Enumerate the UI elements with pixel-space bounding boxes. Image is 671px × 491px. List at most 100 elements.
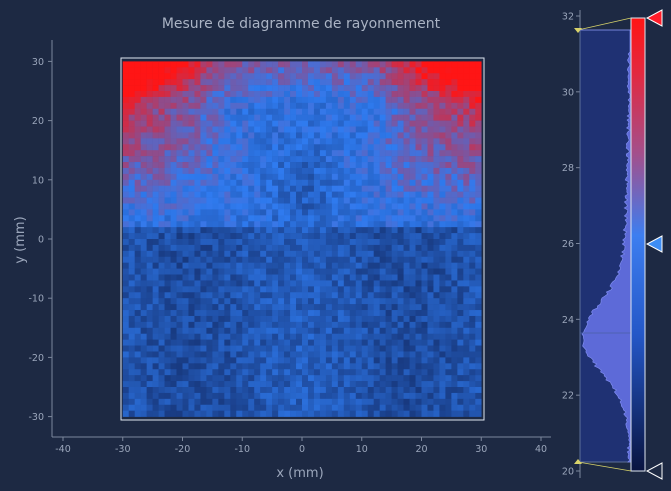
heatmap-cell [122,150,130,157]
blue-triangle-icon[interactable] [645,235,663,253]
heatmap-cell [266,298,273,305]
heatmap-cell [170,233,177,240]
heatmap-cell [433,156,440,163]
heatmap-cell [140,404,147,411]
heatmap-cell [242,404,249,411]
heatmap-cell [296,144,303,151]
heatmap-cell [307,392,315,400]
heatmap-cell [272,410,279,417]
heatmap-cell [242,333,249,340]
heatmap-cell [206,387,213,394]
heatmap-cell [218,310,225,317]
heatmap-cell [361,162,369,169]
heatmap-cell [212,167,219,175]
heatmap-cell [367,85,374,92]
heatmap-cell [457,298,464,305]
heatmap-cell [188,286,195,293]
red-triangle-icon[interactable] [645,9,663,27]
heatmap-cell [176,209,183,216]
heatmap-cell [230,67,237,74]
heatmap-cell [140,381,147,388]
heatmap-cell [343,138,351,145]
heatmap-cell [224,114,231,121]
heatmap-cell [451,333,458,340]
heatmap-cell [146,327,153,335]
heatmap-cell [224,250,231,258]
heatmap-cell [266,96,273,104]
heatmap-cell [403,250,410,258]
white-triangle-icon[interactable] [645,462,663,480]
heatmap-cell [325,114,333,121]
heatmap-cell [158,280,165,287]
heatmap-cell [319,150,327,157]
heatmap-cell [170,173,177,181]
heatmap-cell [158,398,165,406]
heatmap-cell [373,215,380,222]
heatmap-cell [319,351,327,358]
heatmap-cell [122,268,130,275]
heatmap-cell [158,227,165,234]
heatmap-cell [182,191,189,198]
heatmap-cell [158,150,165,157]
heatmap-cell [379,381,386,388]
heatmap-cell [313,191,321,198]
heatmap-cell [284,215,291,222]
heatmap-cell [290,197,297,204]
heatmap-cell [355,132,363,139]
heatmap-cell [200,114,207,121]
heatmap-cell [164,333,171,340]
heatmap-cell [337,150,345,157]
heatmap-cell [367,179,374,187]
heatmap-cell [266,221,273,228]
heatmap-cell [397,239,404,246]
heatmap-cell [170,150,177,157]
heatmap-cell [140,239,147,246]
heatmap-cell [415,167,422,175]
heatmap-cell [439,126,446,133]
heatmap-cell [284,67,291,74]
heatmap-cell [134,150,141,157]
heatmap-cell [373,304,380,311]
heatmap-cell [152,333,159,340]
heatmap-cell [200,138,207,145]
heatmap-cell [134,167,141,175]
heatmap-cell [385,256,392,263]
heatmap-cell [170,191,177,198]
heatmap-cell [194,73,201,80]
heatmap-cell [385,215,392,222]
heatmap-cell [128,73,135,80]
heatmap-cell [367,250,374,258]
heatmap-cell [200,150,207,157]
heatmap-cell [272,173,279,181]
heatmap-cell [242,209,249,216]
heatmap-cell [451,67,458,74]
heatmap-cell [200,304,207,311]
heatmap-cell [134,286,141,293]
colorbar-gradient[interactable] [630,17,646,472]
heatmap-cell [319,167,327,175]
heatmap-cell [463,215,470,222]
heatmap-cell [224,357,231,364]
heatmap-cell [278,144,285,151]
heatmap-cell [272,179,279,187]
heatmap-cell [284,321,291,329]
heatmap-cell [230,345,237,352]
min-level-marker[interactable] [574,459,582,464]
heatmap-cell [236,120,243,127]
heatmap-cell [379,239,386,246]
heatmap-cell [302,108,309,115]
heatmap-cell [176,274,183,281]
heatmap-cell [397,321,404,329]
heatmap-image[interactable] [122,61,482,417]
heatmap-cell [194,162,201,169]
heatmap-cell [278,215,285,222]
heatmap-cell [367,156,374,163]
heatmap-cell [272,215,279,222]
heatmap-cell [463,132,470,139]
max-level-marker[interactable] [574,28,582,33]
heatmap-cell [355,156,363,163]
heatmap-cell [260,262,267,269]
heatmap-cell [218,144,225,151]
